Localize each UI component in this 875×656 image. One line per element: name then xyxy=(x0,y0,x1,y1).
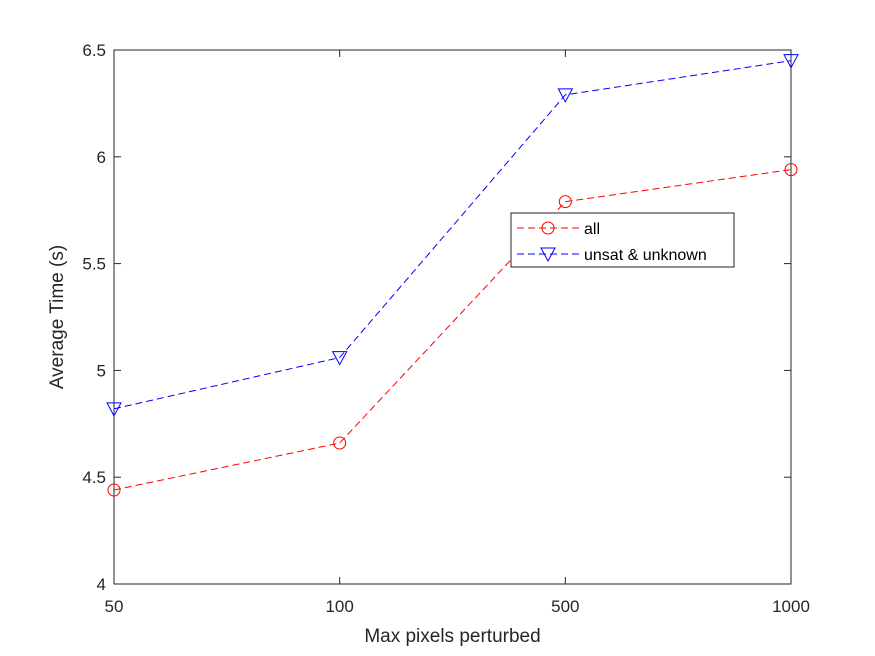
data-point xyxy=(784,163,798,177)
data-point xyxy=(557,88,574,103)
series-line-2 xyxy=(113,60,792,410)
x-tick-label: 100 xyxy=(325,597,353,616)
x-tick-label: 50 xyxy=(105,597,124,616)
y-tick-label: 6 xyxy=(97,148,106,167)
data-point xyxy=(107,483,121,497)
data-point xyxy=(783,54,799,69)
data-point xyxy=(106,402,122,417)
y-tick-label: 6.5 xyxy=(82,41,106,60)
y-tick-label: 4 xyxy=(97,575,106,594)
legend: all unsat & unknown xyxy=(510,212,735,268)
legend-swatch-marker xyxy=(540,247,556,263)
data-point xyxy=(331,351,348,366)
data-point xyxy=(558,195,572,209)
legend-item-label: all xyxy=(584,221,600,238)
legend-item-label: unsat & unknown xyxy=(584,247,707,264)
axes: 50 100 500 1000 4 4.5 5 5.5 6 6.5 Max pixels pertu… xyxy=(47,41,810,647)
plot-area xyxy=(113,49,792,585)
y-tick-label: 5.5 xyxy=(82,255,106,274)
data-point xyxy=(333,436,347,450)
x-axis-label: Max pixels perturbed xyxy=(364,626,540,647)
y-tick-label: 5 xyxy=(97,361,106,380)
series-line-1 xyxy=(113,169,792,491)
y-tick-label: 4.5 xyxy=(82,468,106,487)
x-tick-label: 500 xyxy=(551,597,579,616)
y-axis-label: Average Time (s) xyxy=(47,245,68,389)
legend-swatch-marker xyxy=(541,221,555,235)
series-layer xyxy=(106,54,799,497)
x-tick-label: 1000 xyxy=(772,597,810,616)
